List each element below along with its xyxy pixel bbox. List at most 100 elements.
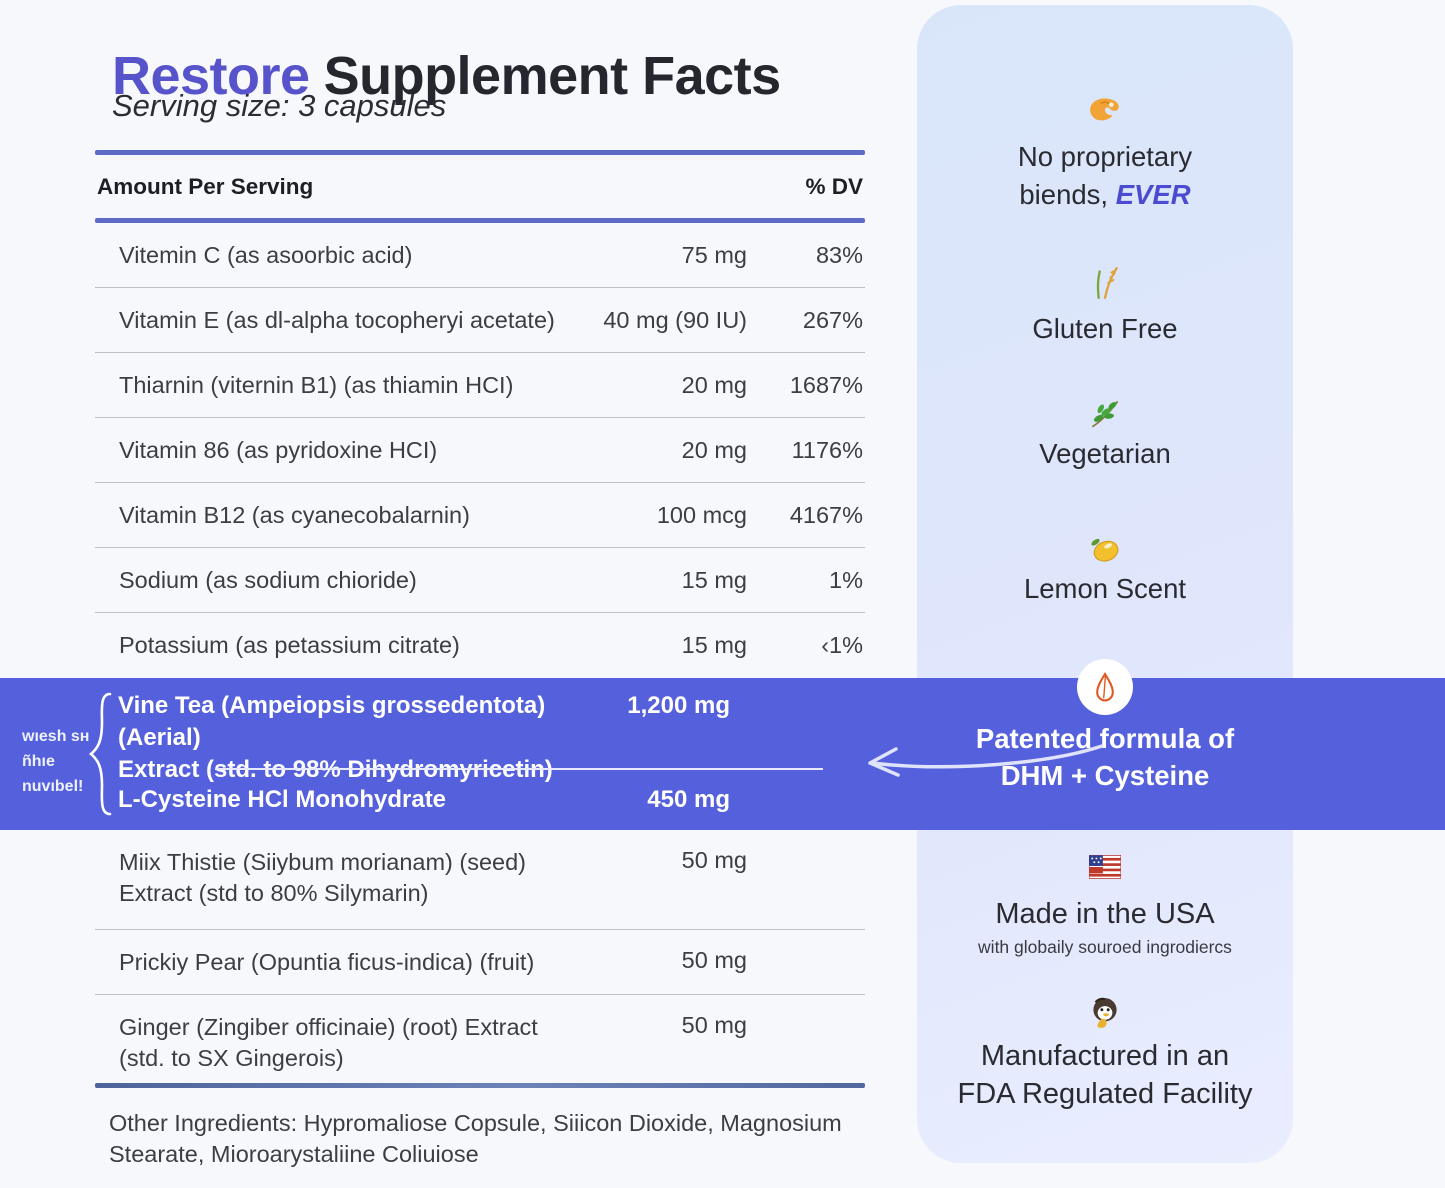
table-rule-header [95,218,865,223]
badge-vegetarian: Vegetarian [917,435,1293,473]
ingredient-name-line1: Miix Thistie (Siiybum morianam) (seed) [119,849,526,875]
ingredient-dv: 1176% [791,436,863,463]
table-rule-bottom [95,1083,865,1088]
fda-line2: FDA Regulated Facility [957,1078,1253,1110]
gluten-free-label: Gluten Free [1032,313,1178,344]
ok-hand-icon [1090,98,1119,121]
ingredient-name: Vitamin E (as dl-alpha tocopheryi acetat… [119,306,555,333]
table-header: Amount Per Serving % DV [95,155,865,218]
serving-size: Serving size: 3 capsules [112,88,447,123]
brand-name: Restore [112,46,310,107]
ingredient-name-line2: Extract (std to 80% Silymarin) [119,880,429,906]
no-blends-line2-em: EVER [1115,179,1191,210]
table-row: Prickiy Pear (Opuntia ficus-indica) (fru… [95,930,865,995]
highlight-band: wıesh sн ñhıe nuvıbel! Vine Tea (Ampeiop… [0,659,1445,830]
benefits-panel: No proprietary biends, EVER Gluten Free [917,5,1293,1163]
herb-icon [1091,400,1119,428]
cysteine-name: L-Cysteine HCl Monohydrate [118,786,447,813]
no-blends-line2-prefix: biends, [1019,179,1116,210]
ingredient-amount: 50 mg [681,947,747,973]
ingredient-amount: 50 mg [681,847,747,873]
ingredient-dv: 267% [802,306,863,333]
vine-tea-amount: 1,200 mg [627,692,730,719]
band-side-note: wıesh sн ñhıe nuvıbel! [22,724,89,799]
patented-line1: Patented formula of [975,723,1235,754]
table-row: Vitamin B12 (as cyanecobalarnin) 100 mcg… [95,483,865,548]
ingredient-name-line2: (std. to SX Gingerois) [119,1045,344,1071]
ingredient-name: Vitamin 86 (as pyridoxine HCI) [119,436,438,463]
badge-no-blends: No proprietary biends, EVER [917,138,1293,214]
table-row: Vitamin 86 (as pyridoxine HCI) 20 mg 117… [95,418,865,483]
ingredient-name-line1: Ginger (Zingiber officinaie) (root) Extr… [119,1014,538,1040]
band-row-cysteine: L-Cysteine HCl Monohydrate 450 mg [118,784,730,816]
made-usa-subtext: with globaily souroed ingrodiercs [978,937,1232,957]
table-row: Sodium (as sodium chioride) 15 mg 1% [95,548,865,613]
side-note-line3: nuvıbel! [22,778,84,795]
side-note-line2: ñhıe [22,753,55,770]
dhm-drop-badge [1077,659,1133,715]
badge-gluten-icon-wrap [917,263,1293,306]
no-blends-line1: No proprietary [1017,141,1193,172]
title-rest: Supplement Facts [323,46,782,107]
ingredient-amount: 75 mg [681,241,747,268]
vine-tea-line1: Vine Tea (Ampeiopsis grossedentota) (Aer… [118,692,546,751]
amount-per-serving-header: Amount Per Serving [97,173,314,199]
facts-table-top: Amount Per Serving % DV Vitemin C (as as… [95,150,865,678]
table-rule-top [95,150,865,155]
side-note-line1: wıesh sн [22,728,90,745]
ingredient-amount: 15 mg [681,632,747,658]
badge-gluten-free: Gluten Free [917,310,1293,348]
ingredient-name: Miix Thistie (Siiybum morianam) (seed) E… [97,847,597,909]
facts-table-bottom: Miix Thistie (Siiybum morianam) (seed) E… [95,830,865,1188]
ingredient-amount: 20 mg [681,436,747,463]
ingredient-name-line1: Prickiy Pear (Opuntia ficus-indica) (fru… [119,949,535,975]
ingredient-name: Prickiy Pear (Opuntia ficus-indica) (fru… [97,947,597,978]
no-blends-line2: biends, EVER [917,176,1293,214]
patented-formula: Patented formula of DHM + Cysteine [917,720,1293,794]
lemon-scent-label: Lemon Scent [1023,573,1187,604]
vegetarian-label: Vegetarian [1039,438,1171,469]
ingredient-name: Sodium (as sodium chioride) [119,566,417,593]
ingredient-amount: 100 mcg [656,501,747,528]
left-arrow-icon [868,744,1104,777]
cysteine-amount: 450 mg [647,786,730,813]
ingredient-dv: 1% [829,566,863,593]
band-divider [215,768,823,770]
table-row: Miix Thistie (Siiybum morianam) (seed) E… [95,830,865,930]
badge-lemon-scent: Lemon Scent [917,570,1293,608]
penguin-icon [1093,997,1117,1028]
ingredient-amount: 50 mg [681,1012,747,1038]
badge-fda: Manufactured in an FDA Regulated Facilit… [917,1037,1293,1113]
ingredient-name: Potassium (as petassium citrate) [119,632,460,658]
patented-line2: DHM + Cysteine [1000,760,1210,791]
dv-header: % DV [805,173,863,199]
table-row: Thiarnin (viternin B1) (as thiamin HCI) … [95,353,865,418]
table-row: Ginger (Zingiber officinaie) (root) Extr… [95,995,865,1083]
curly-brace-icon [89,692,112,816]
badge-lemon-icon-wrap [917,530,1293,571]
band-row-vine-tea: Vine Tea (Ampeiopsis grossedentota) (Aer… [118,690,730,786]
fda-line1: Manufactured in an [980,1040,1230,1072]
table-row: Vitamin E (as dl-alpha tocopheryi acetat… [95,288,865,353]
usa-flag-icon [1089,855,1121,879]
ingredient-amount: 20 mg [681,371,747,398]
other-ingredients: Other Ingredients: Hypromaliose Copsule,… [109,1110,842,1167]
ingredient-dv: 83% [815,241,863,268]
badge-usa-icon-wrap [917,855,1293,884]
ingredient-amount: 40 mg (90 IU) [603,306,747,333]
table-row: Potassium (as petassium citrate) 15 mg ‹… [95,613,865,678]
ingredient-dv: 1687% [789,371,863,398]
ingredient-dv: 4167% [789,501,863,528]
table-row: Vitemin C (as asoorbic acid) 75 mg 83% [95,223,865,288]
ingredient-name: Thiarnin (viternin B1) (as thiamin HCI) [119,371,514,398]
page-title: Restore Supplement Facts [112,44,781,108]
made-usa-label: Made in the USA [995,898,1215,930]
badge-vegetarian-icon-wrap [917,395,1293,436]
ingredient-dv: ‹1% [821,632,863,658]
badge-no-blends-icon-wrap [917,93,1293,130]
ingredient-amount: 15 mg [681,566,747,593]
ingredient-name: Vitemin C (as asoorbic acid) [119,241,413,268]
badge-made-usa: Made in the USA with globaily souroed in… [917,895,1293,958]
ingredient-name: Ginger (Zingiber officinaie) (root) Extr… [97,1012,597,1074]
